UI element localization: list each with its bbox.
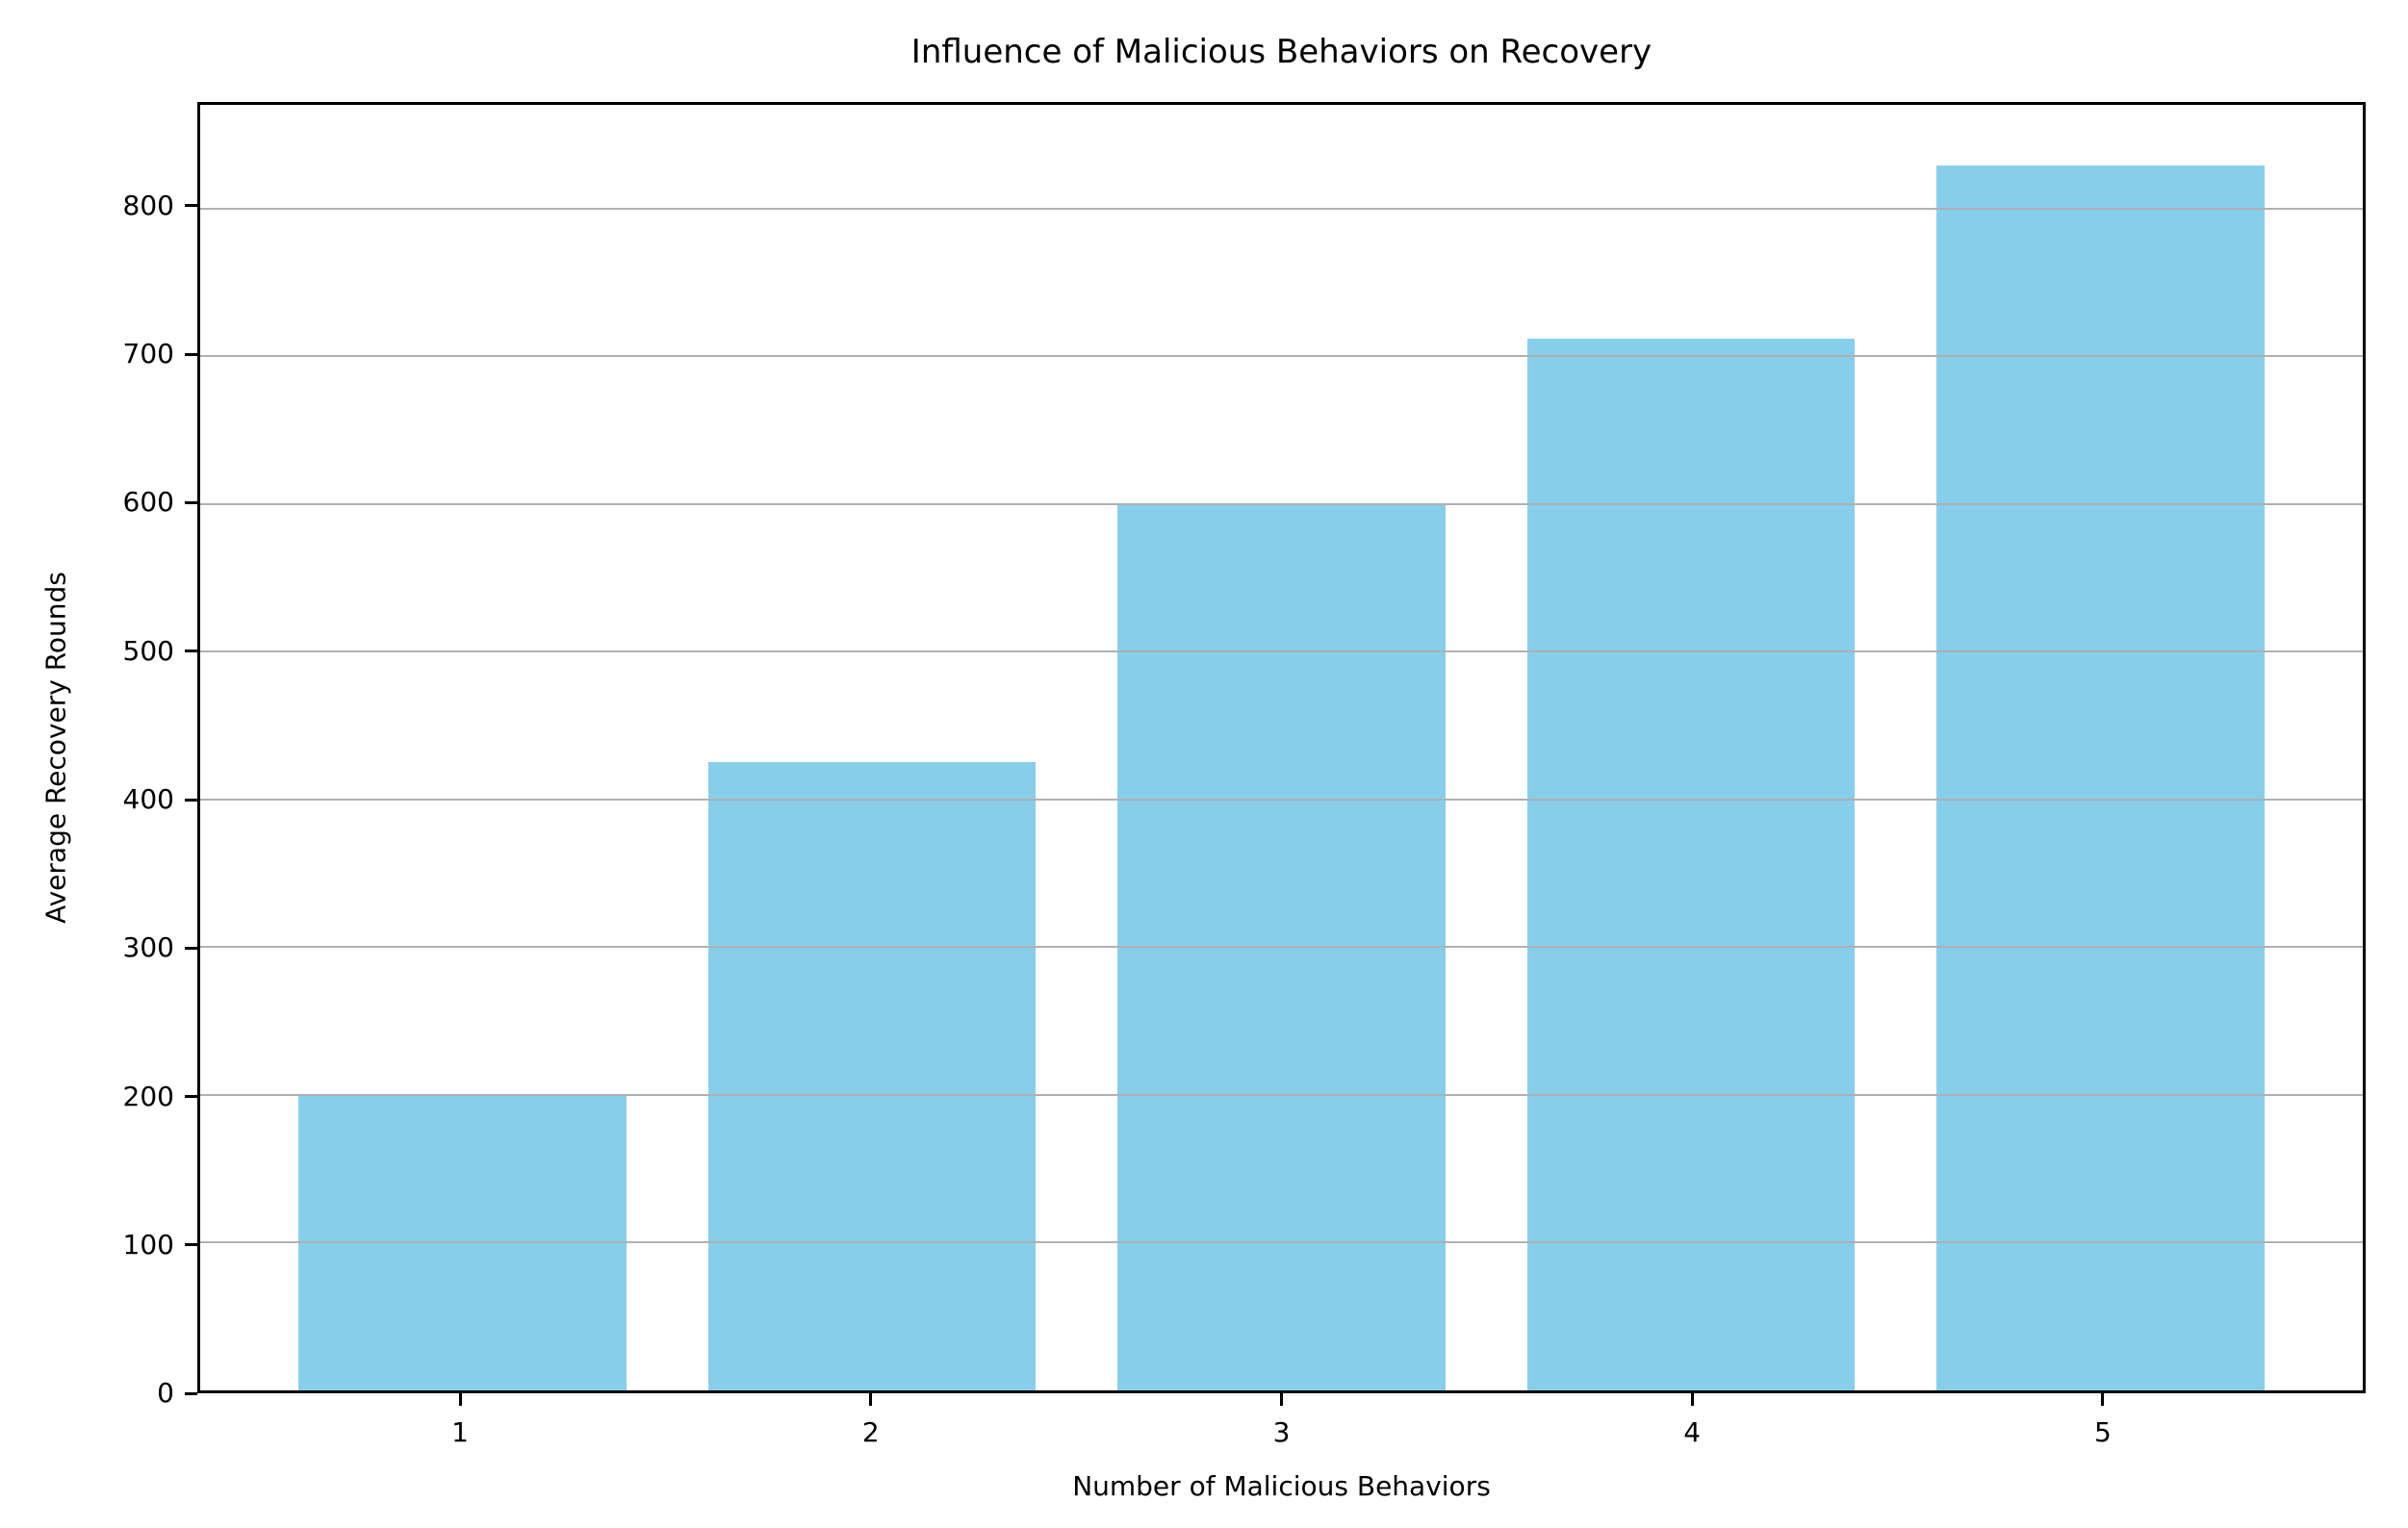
bar-5 [1936,165,2265,1390]
y-tick-label: 0 [157,1377,174,1409]
y-tick-label: 700 [122,338,174,370]
x-tick-mark [458,1393,462,1406]
y-tick-mark [185,798,197,802]
y-tick-label: 100 [122,1228,174,1261]
x-tick-label: 1 [451,1416,469,1448]
x-tick-mark [1690,1393,1694,1406]
y-tick-label: 600 [122,486,174,519]
y-tick-label: 500 [122,634,174,667]
gridline-y-100 [200,1241,2363,1244]
y-tick-mark [185,649,197,653]
x-axis: 1 2 3 4 5 [197,1393,2366,1470]
y-tick-mark [185,500,197,504]
x-tick-mark [1280,1393,1283,1406]
plot-area [197,102,2366,1393]
y-tick-label: 200 [122,1080,174,1112]
y-tick-label: 800 [122,189,174,221]
y-tick-mark [185,1243,197,1247]
bar-4 [1526,338,1856,1390]
gridline-y-300 [200,946,2363,949]
y-tick-mark [185,1095,197,1098]
gridline-y-400 [200,798,2363,801]
gridline-y-600 [200,502,2363,505]
chart-title: Influence of Malicious Behaviors on Reco… [910,33,1652,71]
x-tick-label: 5 [2093,1416,2112,1448]
x-tick-label: 3 [1272,1416,1291,1448]
y-tick-mark [185,946,197,950]
y-tick-label: 300 [122,931,174,964]
gridline-y-700 [200,355,2363,358]
y-tick-label: 400 [122,783,174,815]
bar-2 [707,762,1037,1390]
x-tick-mark [2101,1393,2105,1406]
gridline-y-800 [200,207,2363,210]
gridline-y-200 [200,1093,2363,1096]
y-tick-mark [185,1391,197,1395]
x-tick-label: 2 [861,1416,880,1448]
x-axis-label: Number of Malicious Behaviors [1072,1470,1491,1502]
gridline-y-500 [200,650,2363,653]
y-tick-mark [185,204,197,208]
x-tick-label: 4 [1683,1416,1702,1448]
y-tick-mark [185,352,197,356]
x-tick-mark [869,1393,873,1406]
y-axis: 0 100 200 300 400 500 600 700 800 [0,102,197,1409]
